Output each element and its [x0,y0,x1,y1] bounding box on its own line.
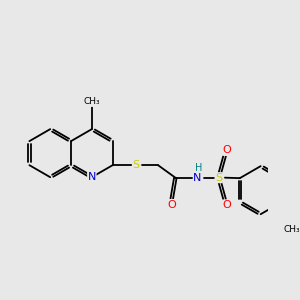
Text: O: O [167,200,176,209]
Text: S: S [215,173,222,183]
Text: H: H [195,163,202,172]
Text: CH₃: CH₃ [83,98,100,106]
Text: S: S [132,160,140,170]
Text: O: O [223,146,232,155]
Text: N: N [193,173,202,183]
Text: CH₃: CH₃ [284,224,300,233]
Text: N: N [88,172,96,182]
Text: O: O [223,200,232,210]
